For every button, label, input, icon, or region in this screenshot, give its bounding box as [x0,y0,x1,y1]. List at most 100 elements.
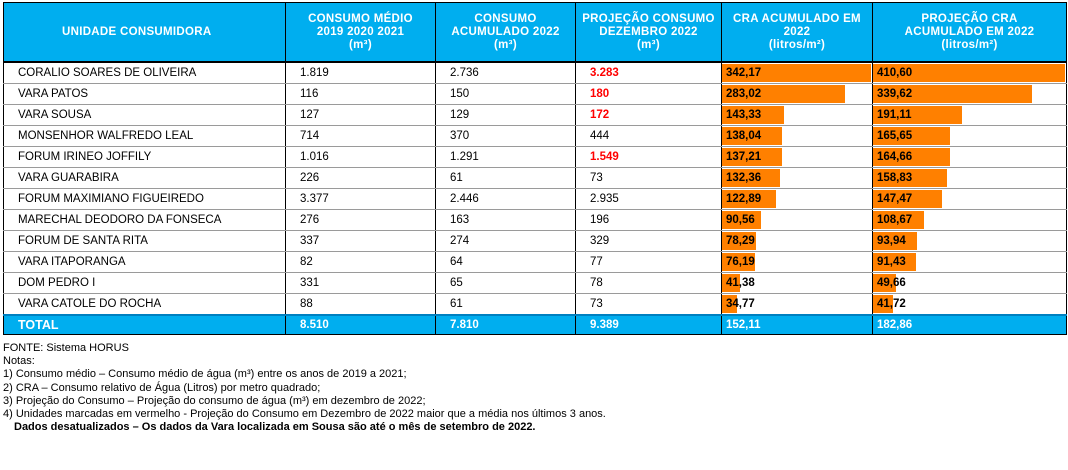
column-header-line2: 2019 2020 2021 [316,25,405,38]
data-bar [873,190,942,208]
data-bar [873,169,948,187]
column-header-line1: PROJEÇÃO CONSUMO [582,12,715,25]
table-row: FORUM IRINEO JOFFILY 1.016 1.291 1.549 137,2… [3,146,1067,168]
data-bar-cell: 138,04 [721,125,873,147]
column-header-line2: 2022 [783,25,811,38]
data-bar [873,232,917,250]
table-cell: 64 [435,251,576,273]
table-cell: 1.291 [435,146,576,168]
table-cell: VARA PATOS [3,83,286,105]
data-bar-value: 41,38 [726,277,755,289]
table-cell: 61 [435,167,576,189]
total-cell: TOTAL [3,314,286,335]
data-bar-value: 41,72 [877,298,906,310]
table-cell: 196 [575,209,722,231]
data-bar [722,106,785,124]
data-bar-cell: 132,36 [721,167,873,189]
note-item: 3) Projeção do Consumo – Projeção do con… [3,394,426,407]
data-bar-cell: 137,21 [721,146,873,168]
table-body: CORALIO SOARES DE OLIVEIRA 1.819 2.736 3.28… [3,61,1067,335]
data-bar [722,211,762,229]
column-header-line2: ACUMULADO 2022 [451,25,560,38]
data-bar-value: 410,60 [877,67,913,79]
note-item: 4) Unidades marcadas em vermelho - Proje… [3,408,606,421]
total-cell: 8.510 [285,314,436,335]
data-bar-cell: 147,47 [872,188,1067,210]
data-bar-value: 91,43 [877,256,906,268]
data-bar-cell: 108,67 [872,209,1067,231]
table-cell: 127 [285,104,436,126]
data-bar-cell: 158,83 [872,167,1067,189]
data-bar-cell: 191,11 [872,104,1067,126]
column-header-line1: PROJEÇÃO CRA [921,12,1018,25]
data-bar [722,295,738,313]
data-bar [873,253,916,271]
table-row: VARA ITAPORANGA 82 64 77 76,19 91,43 [3,251,1067,273]
column-header-unit: (litros/m²) [768,38,826,51]
data-bar-cell: 410,60 [872,61,1067,84]
data-bar [873,127,951,145]
table-row: VARA PATOS 116 150 180 283,02 339,62 [3,83,1067,105]
table-row: MARECHAL DEODORO DA FONSECA 276 163 196 90,5… [3,209,1067,231]
data-bar [722,169,780,187]
data-bar [722,253,756,271]
data-bar [722,64,871,82]
table-cell: 65 [435,272,576,294]
data-bar-cell: 122,89 [721,188,873,210]
column-header-unit: (m³) [637,38,660,51]
total-cell: 152,11 [721,314,873,335]
table-cell: 2.935 [575,188,722,210]
column-header-line2: DEZEMBRO 2022 [599,25,698,38]
table-cell: VARA SOUSA [3,104,286,126]
table-cell: FORUM IRINEO JOFFILY [3,146,286,168]
data-bar-cell: 76,19 [721,251,873,273]
data-bar-cell: 41,38 [721,272,873,294]
table-cell: 73 [575,293,722,316]
table-row: DOM PEDRO I 331 65 78 41,38 49,66 [3,272,1067,294]
table-row: VARA SOUSA 127 129 172 143,33 191,11 [3,104,1067,126]
data-bar [873,64,1065,82]
table-cell: 82 [285,251,436,273]
data-bar [722,148,782,166]
data-bar-value: 164,66 [877,151,913,163]
data-bar-value: 93,94 [877,235,906,247]
data-bar-cell: 78,29 [721,230,873,252]
data-bar-cell: 91,43 [872,251,1067,273]
total-row: TOTAL 8.510 7.810 9.389 152,11 182,86 [3,314,1067,335]
table-cell: 329 [575,230,722,252]
table-cell: MONSENHOR WALFREDO LEAL [3,125,286,147]
table-cell: VARA CATOLE DO ROCHA [3,293,286,316]
column-header: UNIDADE CONSUMIDORA [3,2,286,63]
data-bar-cell: 283,02 [721,83,873,105]
data-bar-cell: 339,62 [872,83,1067,105]
data-bar [873,148,950,166]
outdated-data-warning: Dados desatualizados – Os dados da Vara … [14,421,536,434]
table-cell: VARA GUARABIRA [3,167,286,189]
table-cell: 88 [285,293,436,316]
data-bar-value: 78,29 [726,235,755,247]
column-header-line1: UNIDADE CONSUMIDORA [62,25,212,38]
data-bar [873,274,897,292]
table-row: VARA GUARABIRA 226 61 73 132,36 158,83 [3,167,1067,189]
header-row: UNIDADE CONSUMIDORA CONSUMO MÉDIO 2019 202… [3,2,1067,63]
table-row: MONSENHOR WALFREDO LEAL 714 370 444 138,04 16… [3,125,1067,147]
table-cell: 714 [285,125,436,147]
column-header-unit: (m³) [349,38,372,51]
table-cell: 61 [435,293,576,316]
data-bar-value: 342,17 [726,67,762,79]
table-cell: MARECHAL DEODORO DA FONSECA [3,209,286,231]
column-header-line1: CRA ACUMULADO EM [733,12,861,25]
data-bar-value: 165,65 [877,130,913,142]
data-bar-cell: 342,17 [721,61,873,84]
source-note: FONTE: Sistema HORUS [3,342,129,354]
column-header-line1: CONSUMO [474,12,537,25]
column-header-unit: (litros/m²) [941,38,998,51]
column-header: CONSUMO ACUMULADO 2022 (m³) [435,2,576,63]
data-bar-value: 34,77 [726,298,755,310]
data-bar-value: 76,19 [726,256,755,268]
data-bar-value: 158,83 [877,172,913,184]
column-header: PROJEÇÃO CRA ACUMULADO EM 2022 (litros/m²) [872,2,1067,63]
data-bar-value: 49,66 [877,277,906,289]
table-cell: 276 [285,209,436,231]
water-consumption-table: UNIDADE CONSUMIDORA CONSUMO MÉDIO 2019 202… [3,2,1067,335]
